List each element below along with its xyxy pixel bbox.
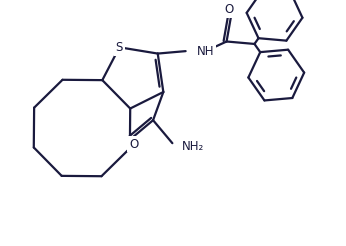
Text: S: S <box>116 41 123 54</box>
Text: O: O <box>129 138 138 151</box>
Text: NH: NH <box>197 45 214 58</box>
Text: NH₂: NH₂ <box>182 140 204 153</box>
Text: O: O <box>224 3 234 16</box>
